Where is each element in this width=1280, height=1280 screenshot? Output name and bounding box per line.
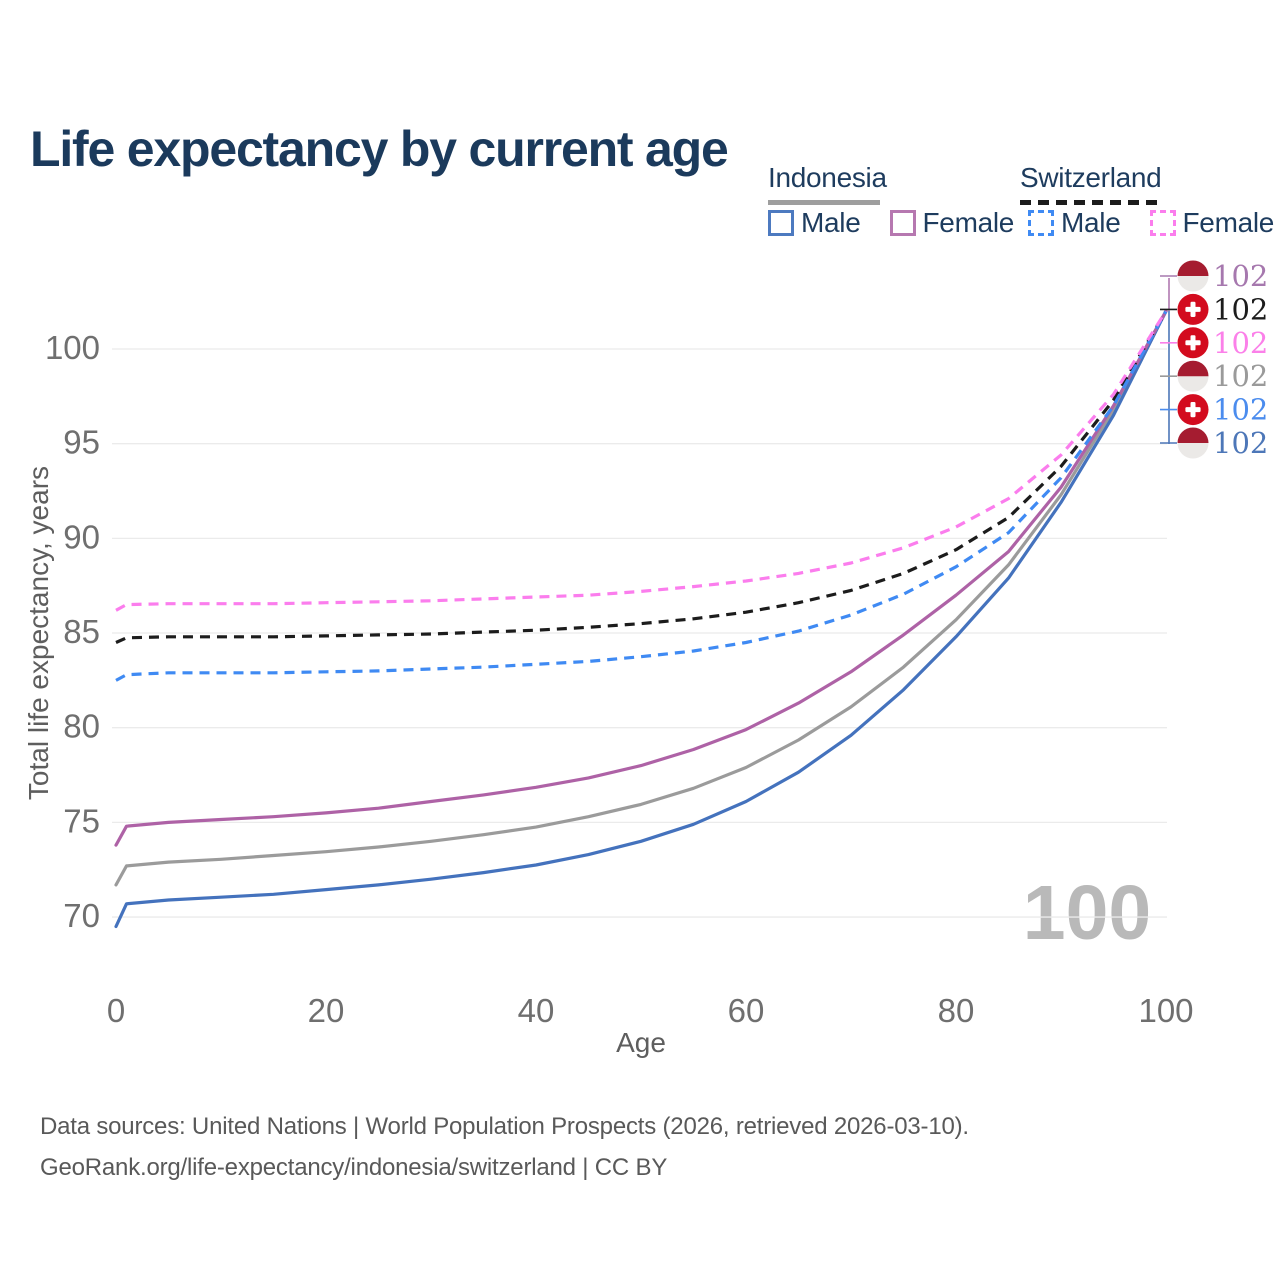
legend-items-indonesia: Male Female: [768, 207, 1014, 239]
end-value-label-switzerland-female: 102: [1213, 326, 1268, 360]
legend-item-label: Male: [801, 207, 861, 238]
x-axis-tick-label: 40: [518, 992, 555, 1029]
x-axis-tick-label: 100: [1138, 992, 1193, 1029]
series-line-switzerland-female: [115, 310, 1168, 612]
legend-swatch-switzerland-male: [1028, 210, 1054, 236]
x-axis-tick-label: 20: [308, 992, 345, 1029]
attribution-text: GeoRank.org/life-expectancy/indonesia/sw…: [40, 1154, 668, 1181]
series-line-indonesia-total: [114, 309, 1168, 887]
legend-underline-dashed: [1020, 200, 1157, 205]
y-axis-tick-label: 70: [63, 897, 100, 934]
flag-switzerland-icon: [1177, 394, 1209, 426]
flag-indonesia-icon: [1177, 360, 1209, 392]
series-line-switzerland-male: [115, 310, 1168, 682]
legend-group-indonesia: Indonesia Male Female: [768, 162, 1018, 238]
end-value-label-switzerland-male: 102: [1213, 393, 1268, 427]
legend-item-label: Female: [1182, 207, 1275, 238]
x-axis-tick-label: 80: [938, 992, 975, 1029]
legend-title-indonesia: Indonesia: [768, 162, 887, 193]
legend-item-label: Female: [922, 207, 1015, 238]
y-axis-title: Total life expectancy, years: [23, 466, 54, 800]
legend-title-switzerland: Switzerland: [1020, 162, 1162, 193]
flag-indonesia-icon: [1177, 427, 1209, 459]
flag-switzerland-icon: [1177, 293, 1209, 325]
y-axis-tick-label: 75: [63, 802, 100, 839]
legend-underline-solid: [768, 200, 880, 205]
x-axis-tick-label: 0: [107, 992, 125, 1029]
legend-item-indonesia-female[interactable]: Female: [889, 207, 1015, 239]
y-axis-tick-label: 95: [63, 424, 100, 461]
legend-item-label: Male: [1061, 207, 1121, 238]
legend-swatch-switzerland-female: [1149, 210, 1176, 236]
legend-item-switzerland-male[interactable]: Male: [1028, 207, 1121, 239]
series-line-indonesia-female: [114, 309, 1168, 847]
y-axis-tick-label: 85: [63, 613, 100, 650]
data-sources-text: Data sources: United Nations | World Pop…: [40, 1113, 969, 1140]
legend-swatch-indonesia-male: [768, 210, 794, 236]
x-axis-title: Age: [616, 1027, 666, 1058]
flag-switzerland-icon: [1177, 327, 1209, 359]
y-axis-tick-label: 80: [63, 708, 100, 745]
age-watermark: 100: [1023, 870, 1151, 956]
end-value-label-switzerland: 102: [1213, 292, 1268, 326]
legend-item-switzerland-female[interactable]: Female: [1149, 207, 1275, 239]
x-axis-tick-label: 60: [728, 992, 765, 1029]
end-value-label-indonesia-female: 102: [1213, 259, 1268, 293]
y-axis-tick-label: 100: [45, 329, 100, 366]
legend-swatch-indonesia-female: [889, 210, 916, 236]
legend-items-switzerland: Male Female: [1028, 207, 1274, 239]
legend-group-switzerland: Switzerland Male Female: [1020, 162, 1280, 238]
series-line-switzerland-total: [115, 310, 1168, 644]
footer: Data sources: United Nations | World Pop…: [40, 1106, 969, 1188]
flag-indonesia-icon: [1177, 260, 1209, 292]
page-title: Life expectancy by current age: [30, 120, 729, 177]
y-axis-tick-label: 90: [63, 518, 100, 555]
series-line-indonesia-male: [114, 309, 1168, 929]
end-value-label-indonesia: 102: [1213, 359, 1268, 393]
legend-item-indonesia-male[interactable]: Male: [768, 207, 861, 239]
end-value-label-indonesia-male: 102: [1213, 426, 1268, 460]
